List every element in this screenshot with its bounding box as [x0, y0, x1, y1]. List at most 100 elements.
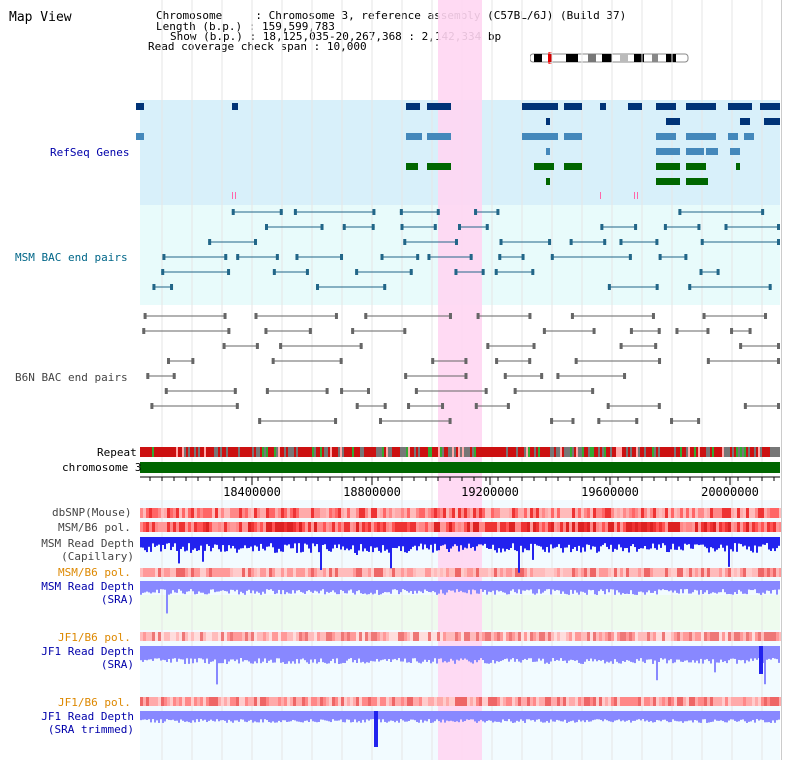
depth-bar	[424, 646, 426, 660]
heat-cell	[674, 568, 677, 577]
depth-bar	[178, 581, 180, 590]
repeat-segment	[560, 447, 562, 457]
bac-end	[264, 224, 268, 230]
depth-bar	[404, 646, 406, 659]
heat-cell	[473, 632, 476, 641]
depth-bar	[602, 646, 604, 660]
heat-cell	[443, 568, 446, 577]
depth-bar	[298, 711, 300, 722]
depth-bar	[674, 537, 676, 550]
heat-cell	[230, 697, 233, 706]
depth-bar	[186, 711, 188, 722]
depth-bar	[772, 537, 774, 549]
heat-cell	[464, 508, 467, 518]
heat-cell	[230, 508, 233, 518]
heat-cell	[713, 508, 716, 518]
heat-cell	[233, 508, 236, 518]
depth-bar	[646, 711, 648, 721]
bac-end	[162, 254, 166, 260]
heat-cell	[359, 697, 362, 706]
repeat-segment	[486, 447, 488, 457]
depth-bar	[516, 646, 518, 660]
depth-bar	[162, 711, 164, 723]
depth-bar	[634, 646, 636, 664]
depth-bar	[248, 537, 250, 548]
depth-bar	[534, 581, 536, 595]
heat-cell	[251, 522, 254, 532]
heat-cell	[650, 568, 653, 577]
depth-bar	[260, 537, 262, 544]
depth-bar	[642, 711, 644, 720]
depth-bar	[452, 581, 454, 591]
heat-cell	[761, 697, 764, 706]
msm-bac-label[interactable]: MSM BAC end pairs	[15, 251, 128, 264]
depth-bar	[492, 646, 494, 660]
depth-bar	[146, 646, 148, 661]
heat-cell	[590, 632, 593, 641]
depth-bar	[666, 711, 668, 722]
repeat-segment	[256, 447, 258, 457]
depth-bar	[490, 581, 492, 593]
chromosome-ideogram[interactable]	[530, 52, 690, 64]
depth-bar	[654, 646, 656, 661]
heat-cell	[431, 568, 434, 577]
depth-bar	[326, 646, 328, 664]
depth-bar	[158, 711, 160, 723]
depth-bar	[734, 711, 736, 721]
heat-cell	[485, 522, 488, 532]
heat-cell	[440, 568, 443, 577]
depth-bar	[142, 537, 144, 548]
depth-bar	[454, 581, 456, 593]
repeat-segment	[212, 447, 214, 457]
repeat-segment	[494, 447, 496, 457]
depth-bar	[140, 646, 142, 661]
b6n-bac-label[interactable]: B6N BAC end pairs	[15, 371, 128, 384]
heat-cell	[515, 522, 518, 532]
depth-bar	[184, 581, 186, 595]
heat-cell	[614, 508, 617, 518]
heat-cell	[326, 522, 329, 532]
heat-cell	[308, 568, 311, 577]
depth-bar	[318, 537, 320, 553]
bac-end	[152, 284, 156, 290]
depth-bar	[340, 537, 342, 550]
vertical-scrollbar[interactable]	[781, 0, 800, 760]
depth-bar	[766, 537, 768, 544]
depth-bar	[592, 581, 594, 590]
depth-bar	[432, 646, 434, 662]
depth-bar	[578, 711, 580, 720]
depth-bar	[226, 581, 228, 592]
depth-bar	[656, 646, 658, 681]
heat-cell	[713, 697, 716, 706]
depth-bar	[730, 581, 732, 595]
depth-bar	[264, 711, 266, 720]
heat-cell	[335, 508, 338, 518]
heat-cell	[236, 632, 239, 641]
heat-cell	[629, 697, 632, 706]
depth-bar	[204, 646, 206, 664]
repeat-segment	[152, 447, 154, 457]
heat-cell	[464, 522, 467, 532]
read-depth-tracks	[140, 537, 780, 747]
depth-bar	[382, 646, 384, 660]
heat-cell	[341, 568, 344, 577]
depth-bar	[700, 537, 702, 545]
bac-end	[279, 209, 283, 215]
repeat-segment	[504, 447, 506, 457]
depth-bar	[640, 537, 642, 549]
depth-bar	[312, 711, 314, 722]
repeat-segment	[146, 447, 148, 457]
depth-bar	[774, 581, 776, 590]
depth-bar	[558, 646, 560, 661]
depth-bar	[740, 581, 742, 592]
depth-bar	[354, 711, 356, 720]
depth-bar	[476, 537, 478, 547]
repeat-segment	[312, 447, 314, 457]
refseq-genes-label[interactable]: RefSeq Genes	[50, 146, 130, 159]
genome-track-canvas[interactable]: 18400000 18800000 19200000 19600000 20000000	[0, 0, 781, 760]
depth-bar	[156, 581, 158, 590]
depth-bar	[720, 581, 722, 593]
heat-cell	[686, 697, 689, 706]
depth-bar	[432, 581, 434, 591]
repeat-segment	[236, 447, 238, 457]
